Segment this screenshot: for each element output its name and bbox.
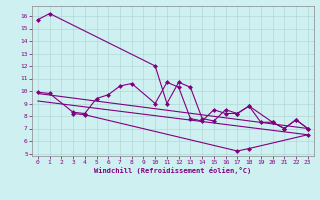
X-axis label: Windchill (Refroidissement éolien,°C): Windchill (Refroidissement éolien,°C) xyxy=(94,167,252,174)
